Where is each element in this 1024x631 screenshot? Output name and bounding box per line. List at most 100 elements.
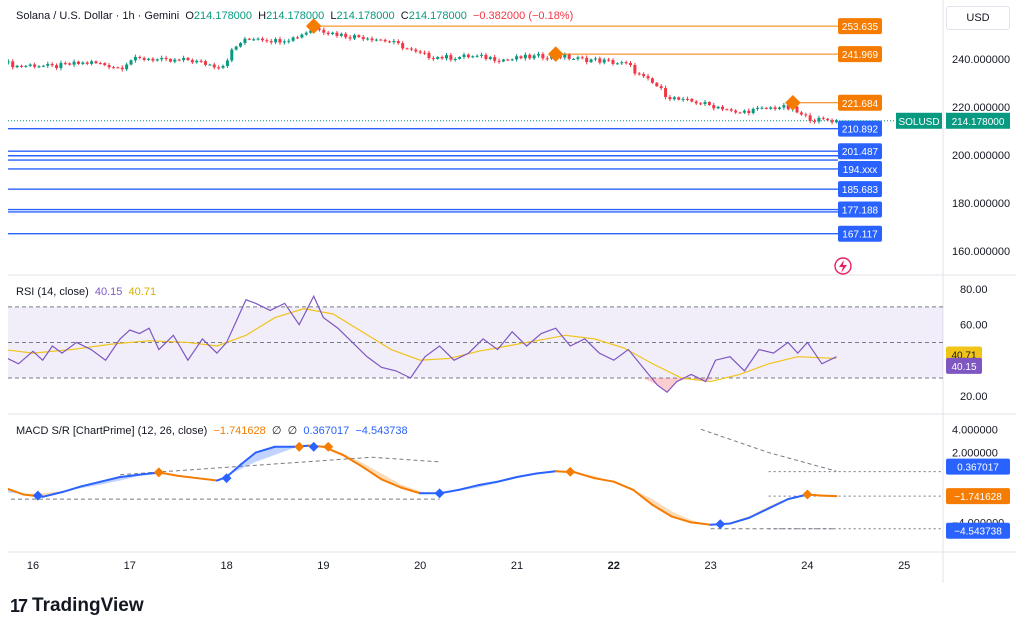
candle-body <box>694 101 698 104</box>
candle-body <box>103 63 107 66</box>
macd-cross-marker <box>802 489 813 500</box>
candle-body <box>133 56 137 61</box>
candle-body <box>519 56 523 59</box>
chart-canvas[interactable]: 240.000000 220.000000 200.000000 180.000000… <box>2 0 1016 583</box>
candle-body <box>173 59 177 62</box>
macd-level-tag-bg <box>946 458 1010 475</box>
candle-body <box>598 58 602 63</box>
candle-body <box>344 33 348 38</box>
candle-body <box>585 57 589 63</box>
candle-body <box>59 63 63 69</box>
candle-body <box>685 98 689 100</box>
candle-body <box>366 38 370 40</box>
macd-fill <box>275 446 295 455</box>
candle-body <box>664 88 668 98</box>
support-label: 185.683 <box>842 185 879 196</box>
candle-body <box>361 37 365 40</box>
macd-legend: MACD S/R [ChartPrime] (12, 26, close) −1… <box>16 425 408 437</box>
candle-body <box>300 34 304 38</box>
candle-body <box>515 56 519 60</box>
candle-body <box>28 64 32 66</box>
support-label-bg <box>838 160 882 177</box>
time-tick-label: 18 <box>220 560 232 572</box>
rsi-tag-bg <box>946 357 982 374</box>
chart-frame: 240.000000 220.000000 200.000000 180.000000… <box>2 0 1016 583</box>
rsi-legend: RSI (14, close) 40.15 40.71 <box>16 286 156 298</box>
candle-body <box>607 59 611 61</box>
candle-body <box>821 117 825 119</box>
candle-body <box>480 54 484 56</box>
open-value: 214.178000 <box>193 10 253 22</box>
candle-body <box>572 58 576 60</box>
currency-button[interactable]: USD <box>946 6 1010 30</box>
candle-body <box>545 58 549 60</box>
candle-body <box>409 48 413 50</box>
candle-body <box>6 61 10 63</box>
candle-body <box>177 59 181 61</box>
candle-body <box>125 64 129 70</box>
candle-body <box>813 120 817 122</box>
candle-body <box>466 54 470 58</box>
macd-line <box>632 488 654 506</box>
macd-line <box>651 503 673 518</box>
candle-body <box>160 57 164 60</box>
candle-body <box>256 38 260 40</box>
rsi-tag: 40.15 <box>951 362 976 373</box>
candle-body <box>370 38 374 41</box>
candle-body <box>769 107 773 109</box>
rsi-title[interactable]: RSI (14, close) <box>16 286 89 298</box>
candle-body <box>501 59 505 62</box>
high-value: 214.178000 <box>266 10 325 22</box>
tradingview-logo-icon: 17 <box>10 595 28 616</box>
candle-body <box>436 56 440 59</box>
candle-body <box>85 62 89 64</box>
resistance-label-bg <box>838 94 882 111</box>
macd-line <box>516 472 538 479</box>
candle-body <box>484 54 488 60</box>
macd-line <box>690 521 712 526</box>
candle-body <box>672 97 676 100</box>
macd-line <box>612 480 635 491</box>
macd-cross-marker <box>221 473 232 484</box>
macd-fill <box>381 473 401 488</box>
candle-body <box>620 62 624 64</box>
macd-title[interactable]: MACD S/R [ChartPrime] (12, 26, close) <box>16 425 208 437</box>
macd-line <box>593 477 615 483</box>
macd-line <box>535 470 557 475</box>
macd-line <box>61 485 83 494</box>
candle-body <box>655 82 659 87</box>
macd-line <box>399 486 422 495</box>
candle-body <box>756 107 760 109</box>
candle-body <box>637 73 641 75</box>
candle-body <box>309 30 313 33</box>
candle-body <box>602 59 606 63</box>
brand-logo[interactable]: 17 TradingView <box>10 595 144 617</box>
candle-body <box>721 106 725 110</box>
candle-body <box>423 52 427 54</box>
candle-body <box>392 41 396 43</box>
brand-name: TradingView <box>32 595 144 616</box>
candle-body <box>212 64 216 68</box>
candle-body <box>339 33 343 36</box>
candle-body <box>773 107 777 110</box>
symbol-title[interactable]: Solana / U.S. Dollar · 1h · Gemini <box>16 10 180 22</box>
candle-body <box>444 55 448 59</box>
macd-tick-label: 2.000000 <box>952 448 998 460</box>
candle-body <box>418 51 422 53</box>
candle-body <box>357 35 361 38</box>
candle-body <box>764 107 768 109</box>
candle-body <box>427 52 431 59</box>
candle-body <box>186 57 190 61</box>
candle-body <box>510 59 514 61</box>
candle-body <box>199 60 203 62</box>
candle-body <box>567 54 571 59</box>
candle-body <box>808 115 812 121</box>
candle-body <box>348 37 352 39</box>
candle-body <box>593 58 597 60</box>
candle-body <box>830 120 834 123</box>
candle-body <box>650 78 654 83</box>
candle-body <box>326 32 330 35</box>
candle-body <box>317 28 321 30</box>
candle-body <box>401 43 405 49</box>
candle-body <box>331 32 335 35</box>
